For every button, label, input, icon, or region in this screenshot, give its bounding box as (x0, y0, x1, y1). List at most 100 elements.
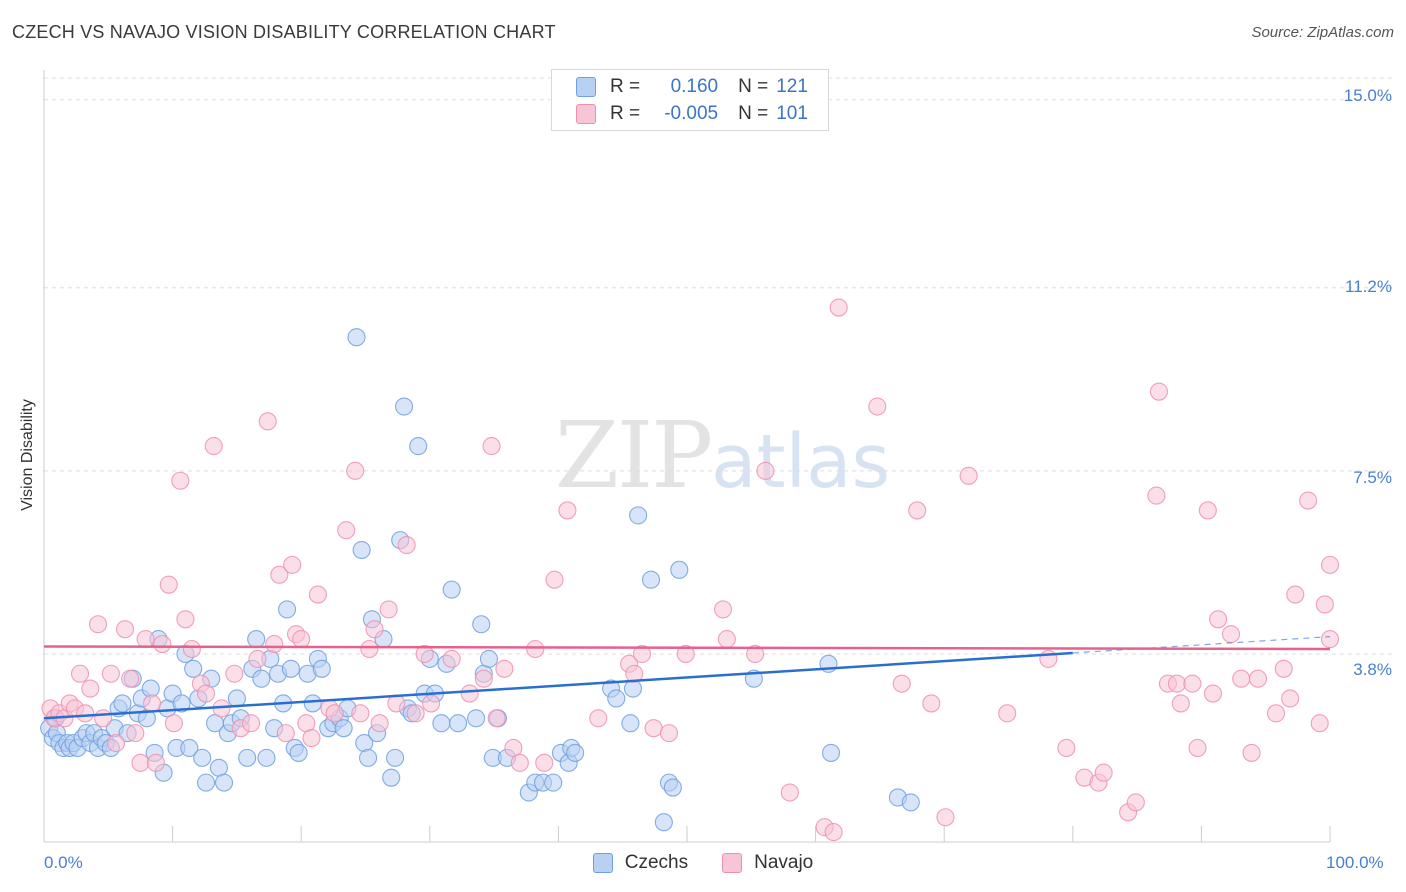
navajo-point (1171, 694, 1190, 713)
czechs-point (347, 328, 366, 347)
y-tick-label: 15.0% (1343, 86, 1392, 105)
x-tick-label-max: 100.0% (1326, 853, 1384, 872)
stats-legend: R = 0.160 N = 121 R = -0.005 N = 101 (551, 69, 829, 131)
czechs-swatch (592, 853, 613, 873)
navajo-swatch (722, 853, 743, 873)
legend-label-czechs: Czechs (624, 852, 689, 873)
navajo-point (164, 714, 183, 733)
czechs-point (352, 540, 371, 560)
navajo-point (713, 600, 733, 619)
czechs-point (247, 630, 266, 649)
navajo-point (868, 397, 887, 416)
czechs-point (442, 580, 461, 599)
czechs-point (663, 778, 682, 797)
czechs-point (278, 600, 297, 619)
navajo-point (302, 729, 321, 748)
navajo-point (1188, 738, 1207, 758)
navajo-point (171, 471, 190, 490)
navajo-point (1320, 555, 1340, 574)
legend-row-czechs: R = 0.160 N = 121 (576, 75, 808, 99)
navajo-trend-line (43, 645, 1331, 651)
czechs-point (312, 659, 331, 678)
navajo-point (126, 724, 145, 743)
navajo-point (204, 437, 223, 456)
n-value: 121 (776, 76, 808, 97)
navajo-point (632, 644, 652, 663)
navajo-point (824, 823, 843, 842)
czechs-point (303, 694, 322, 713)
r-value: -0.005 (664, 103, 719, 124)
series-legend: Czechs Navajo (0, 852, 1406, 874)
czechs-point (196, 773, 216, 792)
navajo-point (908, 501, 927, 520)
navajo-point (487, 709, 506, 728)
n-label: N = (738, 76, 769, 97)
navajo-point (153, 635, 172, 654)
navajo-point (526, 639, 545, 659)
navajo-point (1274, 659, 1293, 678)
watermark-atlas: atlas (711, 419, 890, 505)
r-label: R = (610, 103, 641, 124)
navajo-point (1147, 486, 1166, 505)
legend-item-navajo[interactable]: Navajo (722, 852, 813, 874)
czechs-point (901, 793, 920, 812)
czechs-swatch (576, 77, 596, 97)
navajo-point (1315, 595, 1334, 614)
czechs-point (821, 743, 841, 762)
navajo-point (146, 753, 165, 772)
czechs-trend-line (43, 651, 1073, 720)
navajo-point (308, 585, 327, 604)
source-label: Source: ZipAtlas.com (1251, 24, 1394, 41)
navajo-point (717, 630, 736, 649)
czechs-point (214, 773, 234, 792)
navajo-point (406, 704, 425, 723)
navajo-point (337, 521, 356, 540)
navajo-point (283, 555, 302, 574)
navajo-point (482, 437, 501, 456)
navajo-point (1149, 382, 1169, 401)
legend-label-navajo: Navajo (754, 852, 814, 873)
chart-title: CZECH VS NAVAJO VISION DISABILITY CORREL… (12, 22, 556, 42)
navajo-point (1183, 674, 1202, 693)
navajo-point (351, 704, 370, 723)
czechs-point (172, 694, 191, 713)
navajo-point (136, 630, 155, 649)
navajo-point (70, 664, 90, 683)
czechs-point (629, 506, 648, 525)
navajo-point (1281, 689, 1300, 708)
navajo-point (1299, 491, 1318, 510)
navajo-swatch (576, 104, 596, 124)
navajo-point (276, 724, 295, 743)
navajo-point (1232, 669, 1251, 688)
navajo-point (936, 808, 955, 827)
navajo-point (365, 620, 384, 639)
czechs-point (257, 748, 276, 767)
navajo-point (644, 719, 663, 738)
navajo-point (88, 615, 108, 634)
navajo-point (1310, 714, 1329, 733)
navajo-point (176, 610, 195, 629)
navajo-point (1094, 763, 1113, 782)
r-value: 0.160 (670, 76, 719, 97)
navajo-point (1248, 669, 1268, 688)
navajo-point (325, 704, 344, 723)
navajo-point (379, 600, 398, 619)
navajo-point (1242, 743, 1261, 762)
czechs-point (479, 649, 499, 668)
navajo-point (1167, 674, 1187, 693)
navajo-point (510, 753, 529, 772)
czechs-point (281, 659, 300, 678)
watermark: ZIPatlas (555, 402, 890, 509)
navajo-point (1203, 684, 1223, 703)
navajo-point (159, 575, 178, 594)
czechs-point (409, 437, 428, 456)
navajo-point (998, 704, 1017, 723)
navajo-point (370, 714, 389, 733)
legend-item-czechs[interactable]: Czechs (592, 852, 689, 874)
navajo-point (922, 694, 941, 713)
navajo-point (1320, 630, 1340, 649)
czechs-point (641, 570, 661, 589)
navajo-point (460, 684, 479, 703)
navajo-point (265, 635, 284, 654)
